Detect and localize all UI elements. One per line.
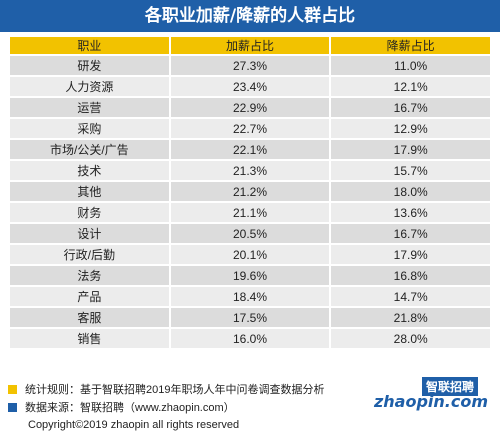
raise-share-cell: 17.5%: [170, 308, 330, 327]
raise-share-cell: 20.5%: [170, 224, 330, 243]
yellow-square-icon: [8, 385, 17, 394]
occupation-cell: 财务: [10, 203, 169, 222]
raise-share-cell: 21.1%: [170, 203, 330, 222]
cut-share-cell: 16.8%: [331, 266, 490, 285]
copyright: Copyright©2019 zhaopin all rights reserv…: [28, 419, 240, 431]
raise-share-cell: 22.7%: [170, 119, 330, 138]
table-row: 销售 16.0% 28.0%: [10, 329, 490, 348]
occupation-cell: 市场/公关/广告: [10, 140, 169, 159]
raise-share-cell: 22.9%: [170, 98, 330, 117]
table-header-row: 职业 加薪占比 降薪占比: [10, 37, 490, 54]
stat-rule-note: 统计规则：基于智联招聘2019年职场人年中问卷调查数据分析: [8, 381, 324, 397]
cut-share-cell: 12.9%: [331, 119, 490, 138]
raise-share-cell: 18.4%: [170, 287, 330, 306]
logo-en-text: zhaopin.com: [373, 392, 488, 411]
data-source-text: 数据来源：智联招聘（www.zhaopin.com）: [25, 402, 235, 414]
raise-share-cell: 21.3%: [170, 161, 330, 180]
occupation-cell: 其他: [10, 182, 169, 201]
logo-cn-text: 智联招聘: [421, 377, 478, 396]
table-row: 研发 27.3% 11.0%: [10, 56, 490, 75]
table-row: 技术 21.3% 15.7%: [10, 161, 490, 180]
cut-share-cell: 14.7%: [331, 287, 490, 306]
data-source-note: 数据来源：智联招聘（www.zhaopin.com）: [8, 399, 235, 415]
table-row: 行政/后勤 20.1% 17.9%: [10, 245, 490, 264]
table-row: 法务 19.6% 16.8%: [10, 266, 490, 285]
raise-share-cell: 27.3%: [170, 56, 330, 75]
occupation-cell: 行政/后勤: [10, 245, 169, 264]
cut-share-cell: 13.6%: [331, 203, 490, 222]
occupation-cell: 运营: [10, 98, 169, 117]
raise-share-cell: 19.6%: [170, 266, 330, 285]
occupation-cell: 产品: [10, 287, 169, 306]
raise-share-cell: 16.0%: [170, 329, 330, 348]
occupation-cell: 技术: [10, 161, 169, 180]
cut-share-cell: 28.0%: [331, 329, 490, 348]
table-row: 财务 21.1% 13.6%: [10, 203, 490, 222]
table-row: 其他 21.2% 18.0%: [10, 182, 490, 201]
occupation-cell: 采购: [10, 119, 169, 138]
cut-share-cell: 16.7%: [331, 224, 490, 243]
table-row: 市场/公关/广告 22.1% 17.9%: [10, 140, 490, 159]
data-table: 职业 加薪占比 降薪占比 研发 27.3% 11.0% 人力资源 23.4% 12.1% 运…: [8, 35, 492, 350]
table-row: 人力资源 23.4% 12.1%: [10, 77, 490, 96]
column-header-raise: 加薪占比: [170, 37, 330, 54]
cut-share-cell: 18.0%: [331, 182, 490, 201]
cut-share-cell: 15.7%: [331, 161, 490, 180]
raise-share-cell: 23.4%: [170, 77, 330, 96]
column-header-cut: 降薪占比: [331, 37, 490, 54]
occupation-cell: 设计: [10, 224, 169, 243]
column-header-occupation: 职业: [10, 37, 169, 54]
occupation-cell: 人力资源: [10, 77, 169, 96]
raise-share-cell: 21.2%: [170, 182, 330, 201]
zhaopin-logo: 智联招聘 zhaopin.com: [368, 377, 488, 413]
table-row: 产品 18.4% 14.7%: [10, 287, 490, 306]
occupation-cell: 客服: [10, 308, 169, 327]
table-row: 客服 17.5% 21.8%: [10, 308, 490, 327]
footer: 统计规则：基于智联招聘2019年职场人年中问卷调查数据分析 数据来源：智联招聘（…: [8, 375, 492, 435]
cut-share-cell: 21.8%: [331, 308, 490, 327]
stat-rule-text: 统计规则：基于智联招聘2019年职场人年中问卷调查数据分析: [25, 384, 325, 396]
cut-share-cell: 16.7%: [331, 98, 490, 117]
table-row: 采购 22.7% 12.9%: [10, 119, 490, 138]
table-body: 研发 27.3% 11.0% 人力资源 23.4% 12.1% 运营 22.9% 16.7% 采购…: [10, 56, 490, 348]
table-row: 运营 22.9% 16.7%: [10, 98, 490, 117]
occupation-cell: 研发: [10, 56, 169, 75]
occupation-cell: 法务: [10, 266, 169, 285]
cut-share-cell: 17.9%: [331, 245, 490, 264]
cut-share-cell: 11.0%: [331, 56, 490, 75]
chart-title: 各职业加薪/降薪的人群占比: [0, 0, 500, 32]
cut-share-cell: 17.9%: [331, 140, 490, 159]
occupation-cell: 销售: [10, 329, 169, 348]
blue-square-icon: [8, 403, 17, 412]
raise-share-cell: 20.1%: [170, 245, 330, 264]
table-row: 设计 20.5% 16.7%: [10, 224, 490, 243]
cut-share-cell: 12.1%: [331, 77, 490, 96]
raise-share-cell: 22.1%: [170, 140, 330, 159]
